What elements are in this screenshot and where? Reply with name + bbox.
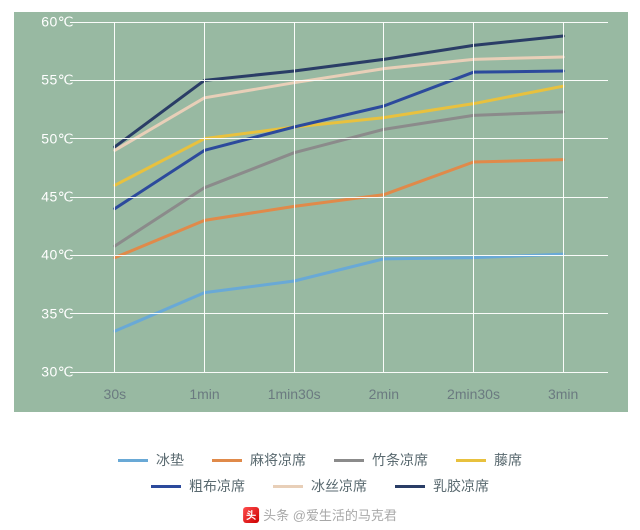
legend-label: 粗布凉席 xyxy=(189,476,245,496)
x-gridline xyxy=(204,22,205,372)
series-line xyxy=(115,112,563,246)
y-gridline xyxy=(70,197,608,198)
legend-item: 粗布凉席 xyxy=(151,476,245,496)
legend-swatch-icon xyxy=(212,459,242,462)
x-axis-label: 1min xyxy=(189,386,219,402)
x-gridline xyxy=(563,22,564,372)
legend-label: 乳胶凉席 xyxy=(433,476,489,496)
legend-label: 冰丝凉席 xyxy=(311,476,367,496)
legend-label: 竹条凉席 xyxy=(372,450,428,470)
x-gridline xyxy=(473,22,474,372)
y-gridline xyxy=(70,372,608,373)
y-gridline xyxy=(70,313,608,314)
x-axis-label: 2min xyxy=(369,386,399,402)
watermark-text: 头条 @爱生活的马克君 xyxy=(263,505,397,524)
watermark: 头 头条 @爱生活的马克君 xyxy=(243,505,397,524)
legend-swatch-icon xyxy=(273,485,303,488)
legend-item: 冰垫 xyxy=(118,450,184,470)
legend-swatch-icon xyxy=(334,459,364,462)
y-axis-label: 30℃ xyxy=(26,364,74,381)
x-axis-label: 2min30s xyxy=(447,386,500,402)
x-gridline xyxy=(383,22,384,372)
legend-swatch-icon xyxy=(395,485,425,488)
y-gridline xyxy=(70,255,608,256)
x-axis-label: 3min xyxy=(548,386,578,402)
y-axis-label: 35℃ xyxy=(26,305,74,322)
y-axis-label: 50℃ xyxy=(26,130,74,147)
legend-swatch-icon xyxy=(151,485,181,488)
y-axis-label: 55℃ xyxy=(26,72,74,89)
x-axis-label: 1min30s xyxy=(268,386,321,402)
watermark-logo-icon: 头 xyxy=(243,507,259,523)
legend-item: 麻将凉席 xyxy=(212,450,306,470)
legend-label: 藤席 xyxy=(494,450,522,470)
legend-item: 冰丝凉席 xyxy=(273,476,367,496)
y-gridline xyxy=(70,138,608,139)
series-line xyxy=(115,86,563,185)
legend: 冰垫 麻将凉席 竹条凉席 藤席粗布凉席 冰丝凉席 乳胶凉席 xyxy=(0,450,640,496)
legend-label: 麻将凉席 xyxy=(250,450,306,470)
series-line xyxy=(115,254,563,331)
legend-swatch-icon xyxy=(118,459,148,462)
y-gridline xyxy=(70,22,608,23)
x-gridline xyxy=(294,22,295,372)
legend-swatch-icon xyxy=(456,459,486,462)
x-axis-label: 30s xyxy=(104,386,127,402)
series-line xyxy=(115,160,563,258)
y-gridline xyxy=(70,80,608,81)
y-axis-label: 45℃ xyxy=(26,189,74,206)
x-gridline xyxy=(114,22,115,372)
legend-item: 竹条凉席 xyxy=(334,450,428,470)
y-axis-label: 40℃ xyxy=(26,247,74,264)
legend-item: 藤席 xyxy=(456,450,522,470)
y-axis-label: 60℃ xyxy=(26,14,74,31)
line-chart: 冰垫 麻将凉席 竹条凉席 藤席粗布凉席 冰丝凉席 乳胶凉席 头 头条 @爱生活的马克君 3… xyxy=(0,0,640,530)
legend-item: 乳胶凉席 xyxy=(395,476,489,496)
legend-label: 冰垫 xyxy=(156,450,184,470)
series-line xyxy=(115,36,563,147)
